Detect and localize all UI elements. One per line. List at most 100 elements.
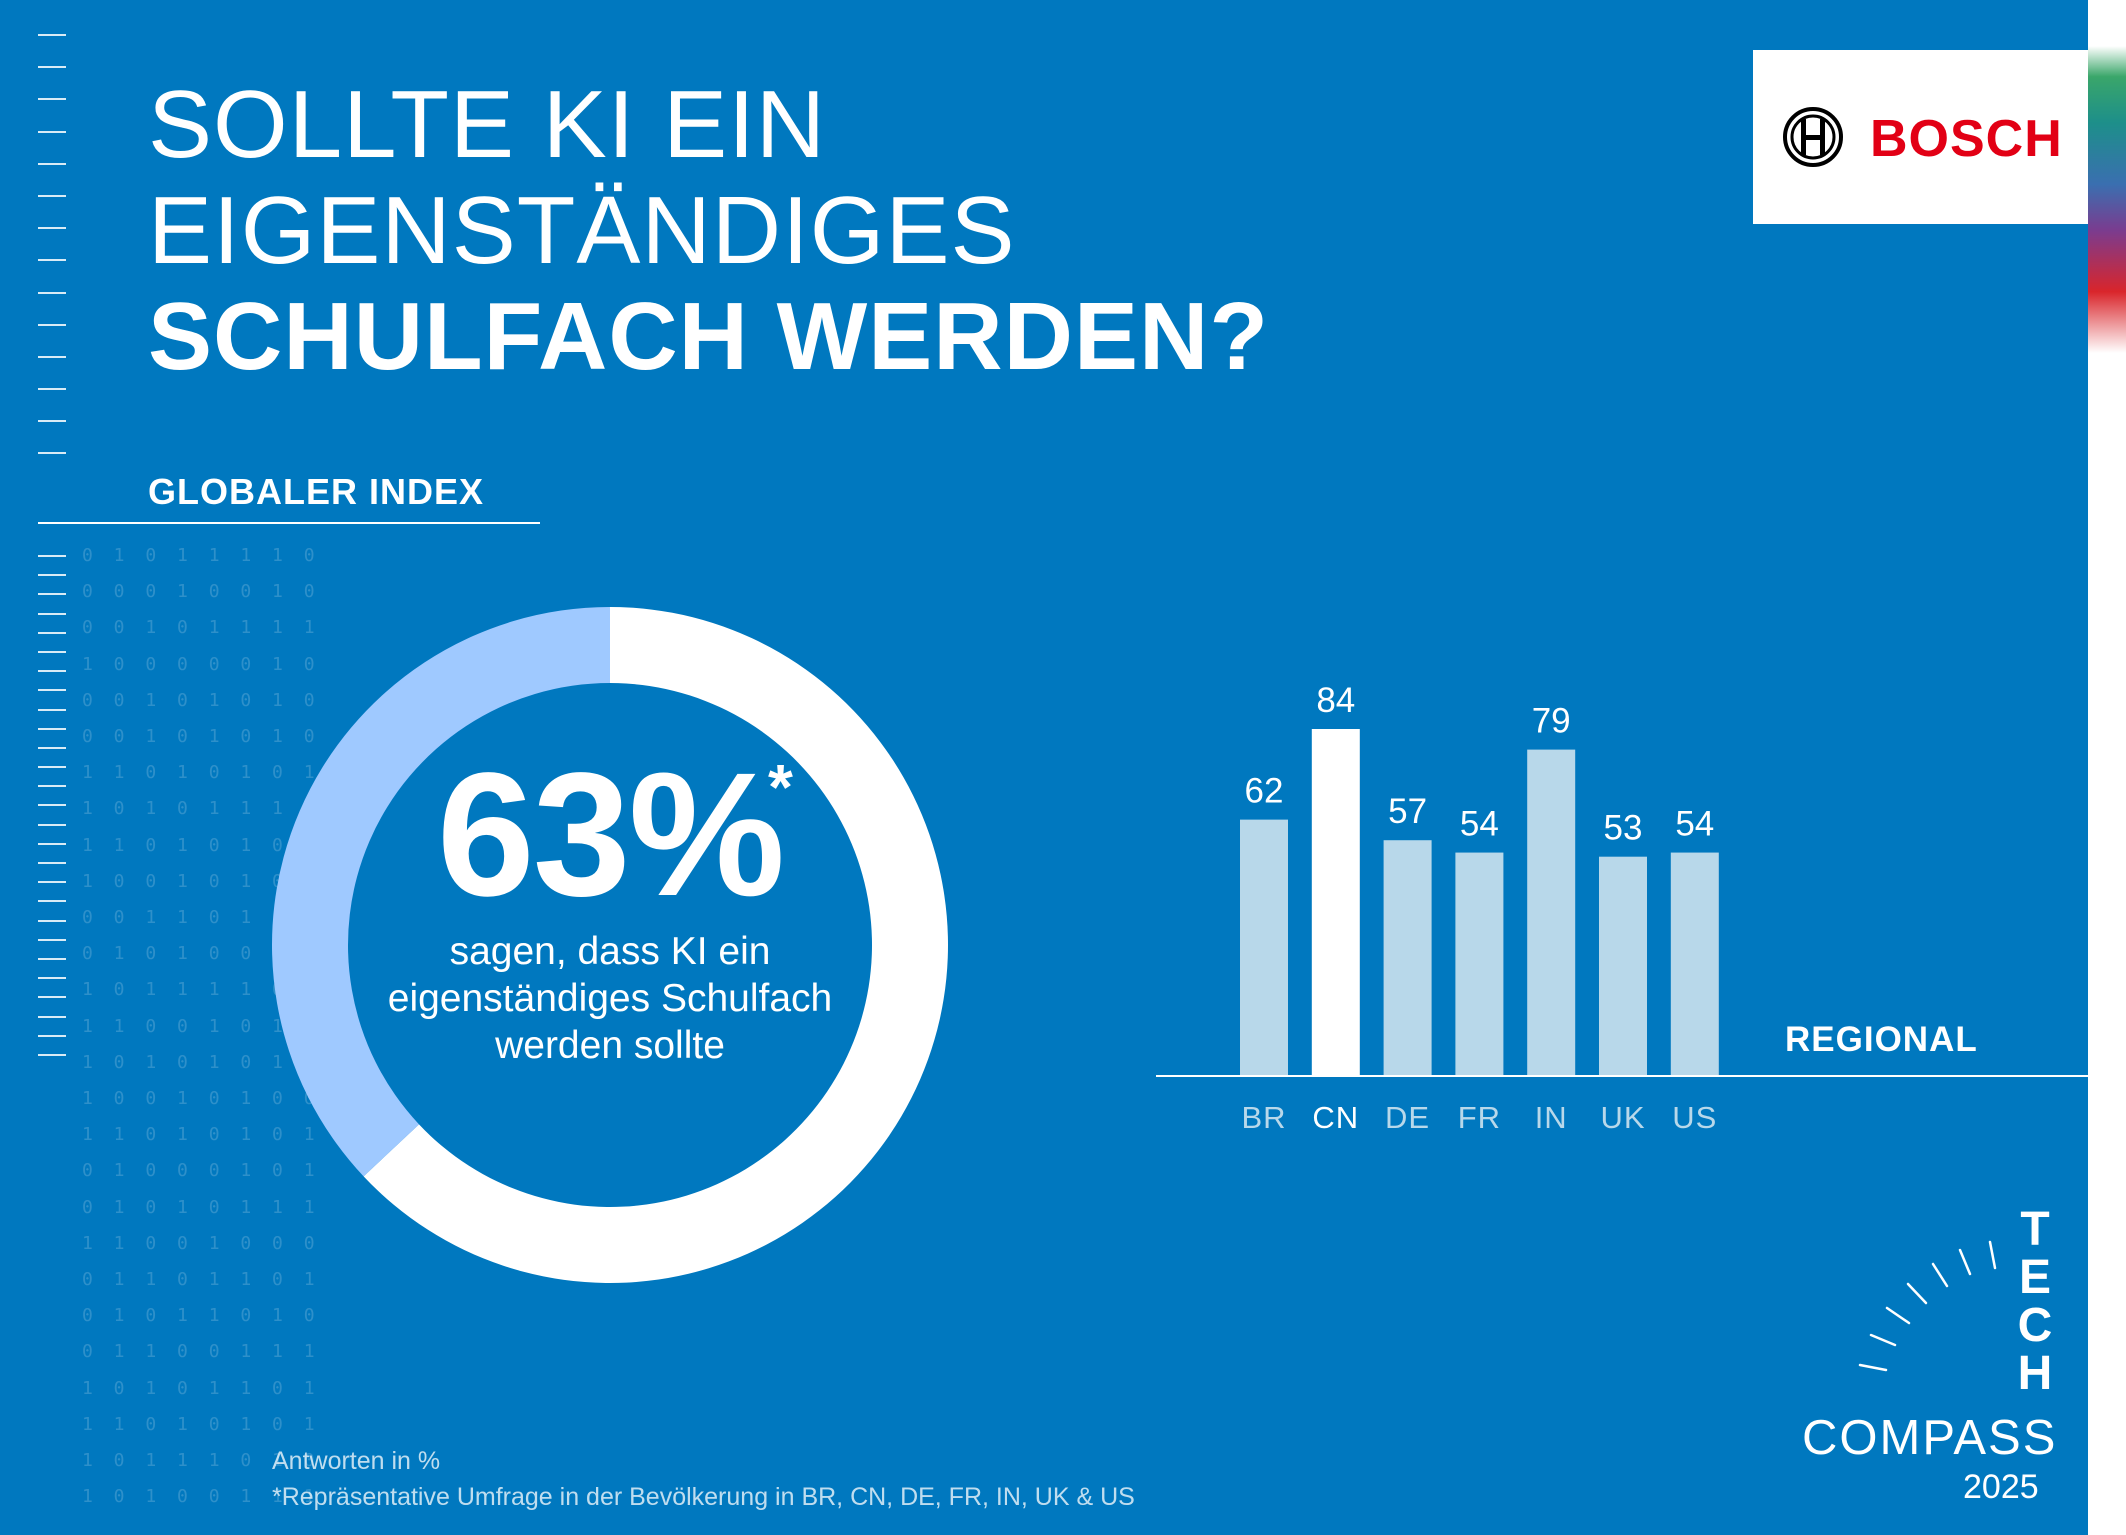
binary-row: 0 1 0 1 1 1 1 0 — [82, 545, 320, 566]
binary-row: 1 1 0 1 0 1 0 1 — [82, 1124, 320, 1146]
binary-row: 1 0 1 0 1 1 1 0 — [82, 798, 320, 820]
binary-row-tick — [38, 574, 66, 577]
edge-tick — [38, 34, 66, 36]
title-line-2: EIGENSTÄNDIGES — [148, 177, 1016, 284]
global-index-label: GLOBALER INDEX — [148, 471, 485, 512]
binary-row: 1 1 0 1 0 1 0 1 — [82, 1413, 320, 1435]
binary-row-tick — [38, 977, 66, 980]
donut-asterisk: * — [768, 751, 793, 823]
bar-value-uk: 53 — [1604, 809, 1643, 848]
binary-row: 1 0 0 0 0 0 1 0 — [82, 653, 320, 675]
binary-row-tick — [38, 1034, 66, 1037]
tech-letter-t: T — [2020, 1203, 2050, 1256]
bar-label-br: BR — [1241, 1100, 1286, 1135]
edge-tick — [38, 388, 66, 391]
binary-row-tick — [38, 900, 66, 903]
binary-row-tick — [38, 746, 66, 749]
compass-word: COMPASS — [1802, 1411, 2058, 1465]
edge-tick — [38, 420, 66, 423]
binary-row: 1 1 0 1 0 1 0 1 — [82, 834, 320, 856]
bar-label-in: IN — [1535, 1100, 1568, 1135]
tech-letter-c: C — [2017, 1299, 2053, 1352]
binary-row-tick — [38, 823, 66, 826]
bar-us — [1670, 852, 1719, 1075]
binary-row-tick — [38, 766, 66, 769]
page-title: SOLLTE KI EIN EIGENSTÄNDIGES SCHULFACH W… — [148, 72, 1269, 390]
donut-caption: sagen, dass KI ein eigenständiges Schulf… — [387, 930, 833, 1067]
edge-tick — [38, 162, 66, 165]
binary-row-tick — [38, 689, 66, 692]
binary-row: 0 1 1 0 1 1 0 1 — [82, 1269, 320, 1291]
binary-row: 0 1 0 1 0 0 1 0 — [82, 943, 320, 965]
binary-row: 0 0 0 1 0 0 1 0 — [82, 581, 320, 603]
binary-row-tick — [38, 555, 66, 557]
binary-row-tick — [38, 1015, 66, 1018]
edge-tick — [38, 98, 66, 101]
binary-row-tick — [38, 631, 66, 634]
bar-fr — [1455, 852, 1504, 1075]
binary-row-tick — [38, 842, 66, 845]
bar-value-us: 54 — [1675, 805, 1714, 844]
footnote: Antworten in % *Repräsentative Umfrage i… — [272, 1443, 1135, 1515]
bar-label-de: DE — [1385, 1100, 1430, 1135]
binary-row-tick — [38, 727, 66, 730]
binary-row: 1 0 1 1 1 0 1 0 — [82, 1450, 320, 1472]
donut-chart — [272, 607, 948, 1283]
footnote-unit: Antworten in % — [272, 1447, 441, 1475]
bar-label-fr: FR — [1458, 1100, 1501, 1135]
binary-row: 1 1 0 1 0 1 0 1 — [82, 762, 320, 784]
binary-row-tick — [38, 785, 66, 788]
bar-br — [1240, 819, 1288, 1075]
binary-row-tick — [38, 1053, 66, 1056]
bar-in — [1527, 749, 1576, 1075]
brand-color-stripe — [2088, 0, 2126, 1535]
bosch-wordmark: BOSCH — [1870, 110, 2063, 168]
bosch-logo: BOSCH — [1753, 50, 2088, 224]
edge-tick — [38, 355, 66, 358]
edge-tick — [38, 130, 66, 133]
binary-row: 0 0 1 0 1 0 1 0 — [82, 689, 320, 711]
bar-label-cn: CN — [1312, 1100, 1359, 1135]
binary-row-tick — [38, 804, 66, 807]
binary-row-tick — [38, 612, 66, 615]
binary-row: 0 0 1 0 1 0 1 0 — [82, 726, 320, 748]
footnote-survey: *Repräsentative Umfrage in der Bevölkeru… — [272, 1483, 1135, 1511]
edge-tick-marks — [38, 34, 68, 485]
bar-uk — [1599, 856, 1647, 1075]
binary-row-tick — [38, 593, 66, 596]
binary-row: 0 0 1 0 1 1 1 1 — [82, 617, 320, 639]
bar-value-cn: 84 — [1316, 681, 1355, 720]
edge-tick — [38, 452, 66, 455]
edge-tick — [38, 291, 66, 294]
binary-row: 1 0 1 1 1 1 0 1 — [82, 979, 320, 1001]
edge-tick — [38, 66, 66, 69]
binary-row-tick — [38, 708, 66, 711]
title-line-1: SOLLTE KI EIN — [148, 71, 827, 178]
donut-slice-rest — [272, 607, 610, 1177]
global-index-underline — [38, 522, 540, 524]
bar-label-uk: UK — [1600, 1100, 1645, 1135]
binary-row-tick — [38, 670, 66, 673]
edge-tick — [38, 227, 66, 230]
tech-letter-e: E — [2018, 1251, 2051, 1304]
edge-tick — [38, 259, 66, 262]
binary-row: 1 1 0 0 1 0 1 0 — [82, 1015, 320, 1037]
edge-tick — [38, 194, 66, 197]
tech-letter-h: H — [2017, 1347, 2053, 1400]
binary-row: 1 0 0 1 0 1 0 1 — [82, 870, 320, 892]
binary-row-tick — [38, 650, 66, 653]
bar-cn — [1311, 729, 1360, 1075]
binary-row: 1 0 1 0 1 0 1 1 — [82, 1051, 320, 1073]
binary-pattern: 0 1 0 1 1 1 1 0 0 0 0 1 0 0 1 0 0 0 1 0 1 … — [38, 538, 320, 1515]
binary-row-tick — [38, 938, 66, 941]
bosch-armature-icon — [1783, 107, 1843, 167]
compass-dial-icon — [1858, 1240, 1997, 1372]
bar-value-in: 79 — [1532, 702, 1571, 741]
binary-row: 0 1 0 0 0 1 0 1 — [82, 1160, 320, 1182]
binary-row: 0 1 0 1 1 0 1 0 — [82, 1305, 320, 1327]
binary-row-tick — [38, 862, 66, 864]
binary-row-tick — [38, 957, 66, 960]
edge-tick — [38, 323, 66, 326]
donut-percentage: 63% — [436, 737, 785, 933]
regional-label: REGIONAL — [1785, 1020, 1978, 1059]
